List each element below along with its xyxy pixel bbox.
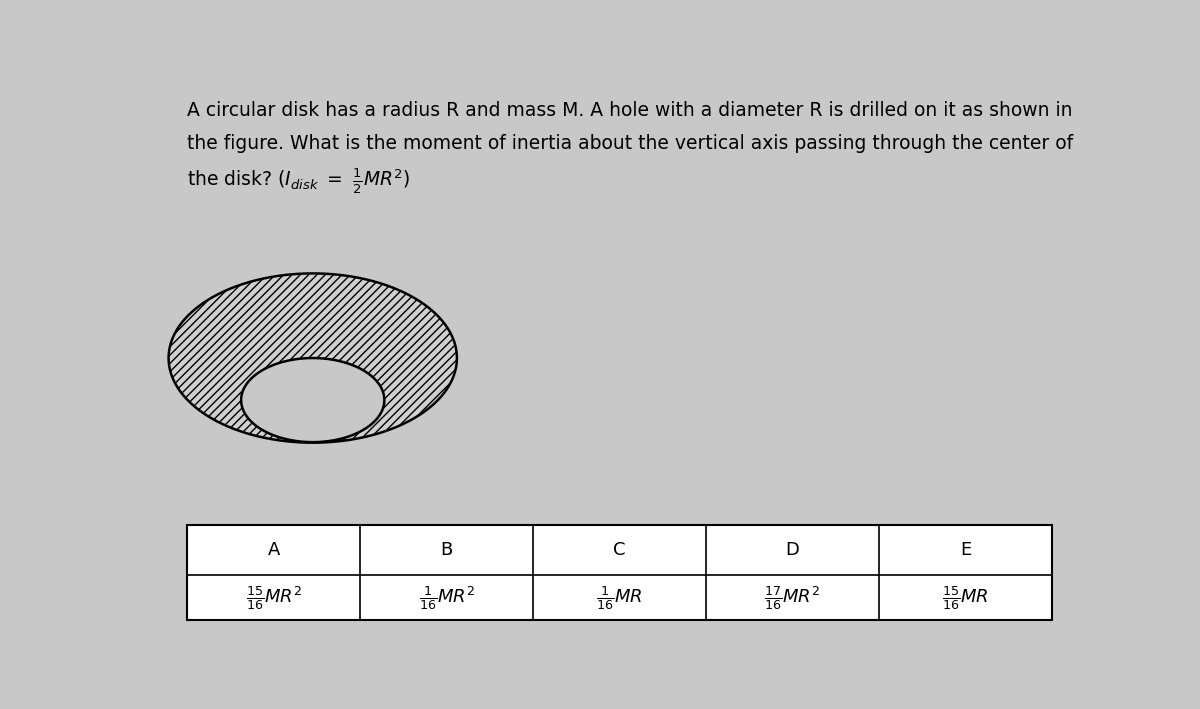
Text: the disk? ($I_{disk}\ =\ \frac{1}{2}MR^{2}$): the disk? ($I_{disk}\ =\ \frac{1}{2}MR^{… [187, 167, 410, 196]
Text: $\frac{15}{16}$$MR$: $\frac{15}{16}$$MR$ [942, 584, 989, 612]
Polygon shape [241, 358, 384, 442]
Text: E: E [960, 541, 971, 559]
Text: A circular disk has a radius R and mass M. A hole with a diameter R is drilled o: A circular disk has a radius R and mass … [187, 101, 1073, 121]
Polygon shape [169, 274, 457, 442]
Text: $\frac{17}{16}$$MR^{2}$: $\frac{17}{16}$$MR^{2}$ [764, 584, 821, 612]
Text: D: D [786, 541, 799, 559]
Text: A: A [268, 541, 280, 559]
Text: $\frac{15}{16}$$MR^{2}$: $\frac{15}{16}$$MR^{2}$ [246, 584, 302, 612]
Bar [187, 525, 1052, 620]
Text: the figure. What is the moment of inertia about the vertical axis passing throug: the figure. What is the moment of inerti… [187, 134, 1073, 153]
Text: $\frac{1}{16}$$MR^{2}$: $\frac{1}{16}$$MR^{2}$ [419, 584, 475, 612]
Text: C: C [613, 541, 626, 559]
Text: B: B [440, 541, 452, 559]
Text: $\frac{1}{16}$$MR$: $\frac{1}{16}$$MR$ [596, 584, 643, 612]
